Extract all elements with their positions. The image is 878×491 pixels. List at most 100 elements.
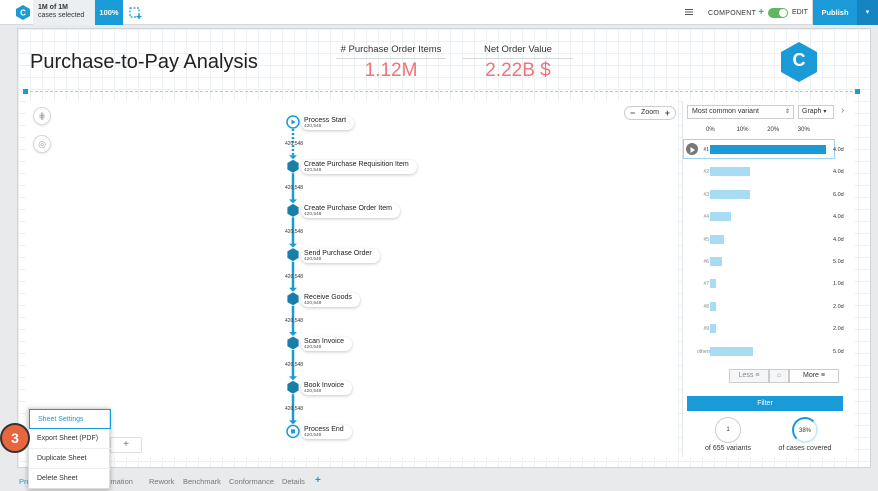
variant-bar[interactable] <box>710 279 717 289</box>
celonis-logo-icon[interactable]: C <box>16 5 30 20</box>
activity-label[interactable]: Send Purchase Order 420,548 <box>301 248 380 263</box>
hide-button[interactable]: ◎ <box>33 135 51 153</box>
activity-label[interactable]: Create Purchase Requisition Item 420,548 <box>301 160 417 175</box>
resize-handle[interactable] <box>855 89 860 94</box>
play-variant-button[interactable] <box>686 143 698 155</box>
arrow-icon <box>289 155 297 160</box>
menu-sheet-settings[interactable]: Sheet Settings <box>29 409 111 429</box>
variant-bar[interactable] <box>710 346 753 356</box>
selected-variant-row[interactable] <box>683 139 835 159</box>
sheet-tabs: Pro Automation Rework Benchmark Conforma… <box>0 471 878 491</box>
cases-covered-gauge: 38% <box>792 417 818 443</box>
view-select[interactable]: Graph ▾ <box>798 105 834 119</box>
edge-count: 420,548 <box>285 362 304 368</box>
menu-icon[interactable] <box>684 7 694 17</box>
activity-node-icon[interactable] <box>287 203 299 217</box>
component-button[interactable]: COMPONENT + <box>708 0 764 25</box>
process-explorer[interactable]: ⋕ ◎ − Zoom + 420,548 Process Start 420,548… <box>26 101 677 457</box>
variant-label[interactable]: #2 <box>703 169 709 176</box>
variant-label[interactable]: #4 <box>703 214 709 221</box>
activity-label[interactable]: Scan Invoice 420,548 <box>301 337 353 351</box>
more-button[interactable]: More ≡ <box>789 369 839 383</box>
tab-process[interactable]: Pro <box>19 477 31 486</box>
variant-label[interactable]: #7 <box>703 281 709 288</box>
edit-toggle[interactable] <box>768 8 788 18</box>
plus-icon: + <box>123 439 129 450</box>
menu-export-sheet[interactable]: Export Sheet (PDF) <box>29 429 111 449</box>
zoom-out-icon[interactable]: − <box>630 108 636 118</box>
variant-bar[interactable] <box>710 234 724 244</box>
activity-name: Process End <box>304 426 344 434</box>
arrow-icon <box>289 332 297 336</box>
zoom-label: Zoom <box>641 109 659 116</box>
zoom-control[interactable]: − Zoom + <box>624 106 676 120</box>
activity-slider-button[interactable]: ⋕ <box>33 107 51 125</box>
activity-node-icon[interactable] <box>287 380 299 394</box>
axis-tick: 30% <box>797 127 810 133</box>
activity-node-icon[interactable] <box>287 248 299 262</box>
tab-details[interactable]: Details <box>282 477 305 486</box>
celonis-hex-icon <box>781 42 817 82</box>
home-button[interactable]: ⌂ <box>769 369 789 383</box>
variant-bar[interactable] <box>710 167 750 177</box>
arrow-icon <box>289 243 297 248</box>
tab-conformance[interactable]: Conformance <box>229 477 275 486</box>
activity-name: Send Purchase Order <box>304 249 372 257</box>
publish-button[interactable]: Publish <box>813 0 857 25</box>
zoom-in-icon[interactable]: + <box>664 108 670 118</box>
chevron-right-icon[interactable]: › <box>841 105 845 116</box>
add-sheet-icon[interactable]: + <box>315 475 321 486</box>
tab-automation[interactable]: Automation <box>95 477 133 486</box>
variant-bar[interactable] <box>710 301 717 311</box>
activity-node-icon[interactable] <box>287 336 299 350</box>
selection-summary[interactable]: 1M of 1M cases selected <box>33 0 95 25</box>
activity-label[interactable]: Receive Goods 420,548 <box>301 292 360 307</box>
chevron-down-icon: ▾ <box>865 9 870 16</box>
view-label: Graph <box>802 108 822 115</box>
activity-count: 420,548 <box>304 389 322 395</box>
edge-count: 420,548 <box>285 406 304 413</box>
variant-label[interactable]: #8 <box>703 303 709 310</box>
activity-count: 420,548 <box>304 256 322 262</box>
variant-bar[interactable] <box>710 189 750 199</box>
arrow-icon <box>289 376 297 381</box>
variant-mode-select[interactable]: Most common variant ⇕ <box>687 105 794 119</box>
variants-count-gauge: 1 <box>715 417 741 443</box>
tab-rework[interactable]: Rework <box>149 477 175 486</box>
activity-label[interactable]: Process End 420,548 <box>301 425 352 440</box>
tab-benchmark[interactable]: Benchmark <box>183 477 221 486</box>
variant-bar[interactable] <box>710 257 723 266</box>
less-label: Less <box>738 372 754 379</box>
less-button[interactable]: Less ≡ <box>729 369 769 383</box>
resize-handle[interactable] <box>23 89 28 94</box>
edge-count: 420,548 <box>285 141 304 147</box>
activity-label[interactable]: Book Invoice 420,548 <box>301 381 353 396</box>
activity-count: 420,548 <box>304 124 322 129</box>
activity-node-icon[interactable] <box>287 159 299 173</box>
activity-label[interactable]: Process Start 420,548 <box>301 116 355 130</box>
menu-delete-sheet[interactable]: Delete Sheet <box>37 475 78 482</box>
activity-node-icon[interactable] <box>287 292 299 306</box>
selection-percent: 100% <box>95 0 123 25</box>
variant-label[interactable]: #9 <box>703 326 709 333</box>
add-component-button[interactable]: + <box>110 437 142 453</box>
publish-options-button[interactable]: ▾ <box>857 0 878 25</box>
home-icon: ⌂ <box>776 372 782 379</box>
filter-button[interactable]: Filter <box>687 396 843 411</box>
kpi-po-items-label: # Purchase Order Items <box>340 44 442 55</box>
selection-add-icon[interactable] <box>129 6 143 19</box>
edge-count: 420,548 <box>285 185 304 192</box>
variant-bar[interactable] <box>710 324 717 334</box>
kpi-net-value-label: Net Order Value <box>484 44 552 55</box>
variant-bar[interactable] <box>710 212 732 222</box>
variant-label[interactable]: #3 <box>703 191 709 198</box>
activity-name: Receive Goods <box>304 293 352 301</box>
variant-bar[interactable] <box>710 145 827 154</box>
variant-label[interactable]: #5 <box>703 236 709 243</box>
variant-label[interactable]: others <box>697 348 711 355</box>
variant-label[interactable]: #6 <box>703 259 709 265</box>
edge-count: 420,548 <box>285 229 304 236</box>
variant-label[interactable]: #1 <box>703 147 709 153</box>
activity-label[interactable]: Create Purchase Order Item 420,548 <box>301 204 400 219</box>
menu-duplicate-sheet[interactable]: Duplicate Sheet <box>29 449 111 469</box>
